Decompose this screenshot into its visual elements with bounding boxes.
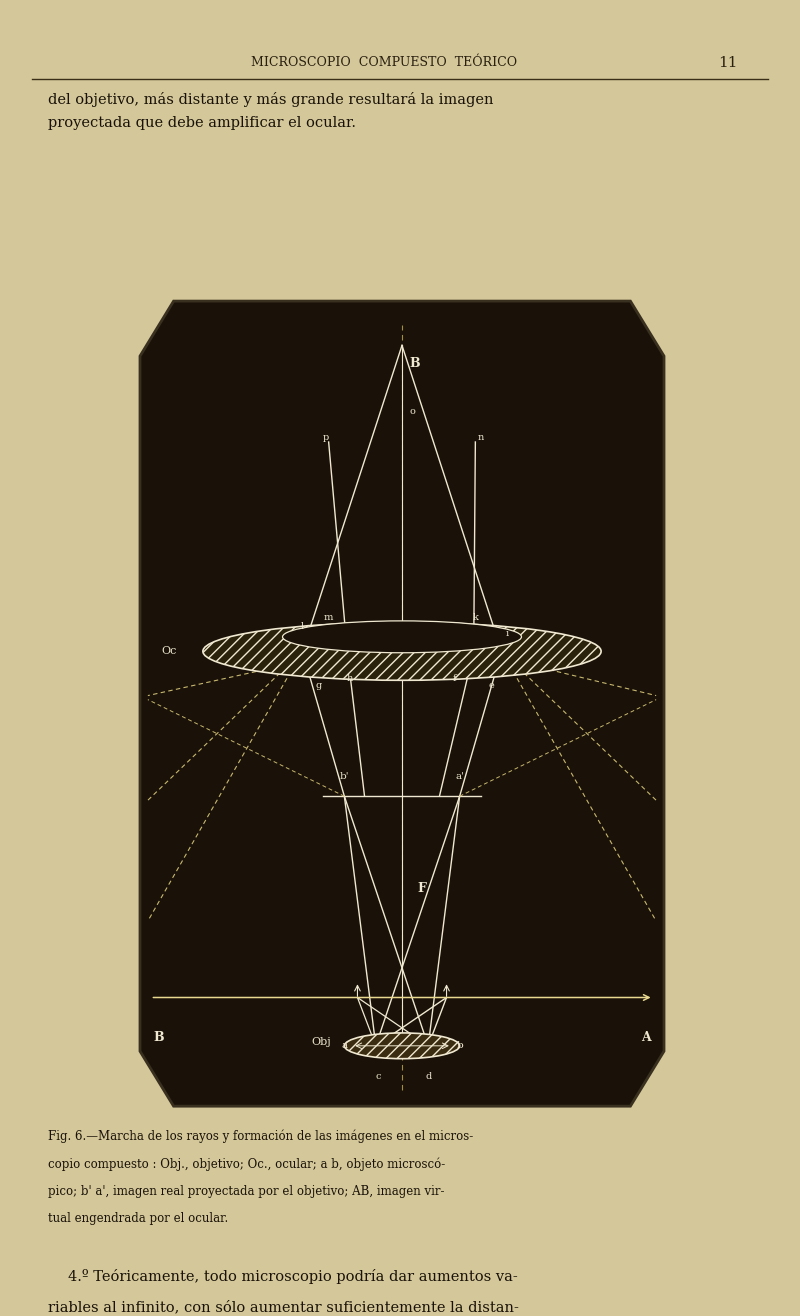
Ellipse shape	[203, 622, 601, 680]
Text: riables al infinito, con sólo aumentar suficientemente la distan-: riables al infinito, con sólo aumentar s…	[48, 1300, 519, 1313]
Text: Fig. 6.—Marcha de los rayos y formación de las imágenes en el micros-: Fig. 6.—Marcha de los rayos y formación …	[48, 1129, 474, 1144]
Text: a: a	[342, 1041, 347, 1050]
Text: copio compuesto : Obj., objetivo; Oc., ocular; a b, objeto microscó-: copio compuesto : Obj., objetivo; Oc., o…	[48, 1157, 446, 1171]
Text: a': a'	[455, 771, 464, 780]
Text: o: o	[410, 407, 416, 416]
Text: f: f	[453, 674, 456, 683]
Text: d: d	[425, 1073, 431, 1080]
Text: m: m	[324, 613, 334, 622]
Text: h: h	[346, 674, 353, 683]
Text: b': b'	[340, 771, 349, 780]
Text: Obj: Obj	[311, 1037, 331, 1046]
Text: 4.º Teóricamente, todo microscopio podría dar aumentos va-: 4.º Teóricamente, todo microscopio podrí…	[68, 1269, 518, 1283]
Text: MICROSCOPIO  COMPUESTO  TEÓRICO: MICROSCOPIO COMPUESTO TEÓRICO	[251, 57, 517, 70]
Text: i: i	[506, 629, 508, 638]
Polygon shape	[140, 301, 664, 1107]
Text: g: g	[315, 680, 322, 690]
Text: c: c	[376, 1073, 381, 1080]
Text: del objetivo, más distante y más grande resultará la imagen: del objetivo, más distante y más grande …	[48, 92, 494, 107]
Text: B: B	[410, 358, 421, 370]
Ellipse shape	[344, 1033, 460, 1058]
Ellipse shape	[282, 621, 522, 653]
Text: e: e	[488, 680, 494, 690]
Text: n: n	[478, 433, 484, 442]
Text: A: A	[641, 1032, 650, 1045]
Text: 11: 11	[718, 55, 738, 70]
Text: b: b	[456, 1041, 463, 1050]
Text: Oc: Oc	[162, 646, 177, 657]
Text: B: B	[153, 1032, 164, 1045]
Text: p: p	[323, 433, 329, 442]
Text: k: k	[473, 613, 478, 622]
Text: F: F	[418, 882, 426, 895]
Text: l: l	[301, 622, 304, 632]
Text: tual engendrada por el ocular.: tual engendrada por el ocular.	[48, 1212, 228, 1225]
Text: pico; b' a', imagen real proyectada por el objetivo; AB, imagen vir-: pico; b' a', imagen real proyectada por …	[48, 1184, 445, 1198]
Text: proyectada que debe amplificar el ocular.: proyectada que debe amplificar el ocular…	[48, 116, 356, 130]
